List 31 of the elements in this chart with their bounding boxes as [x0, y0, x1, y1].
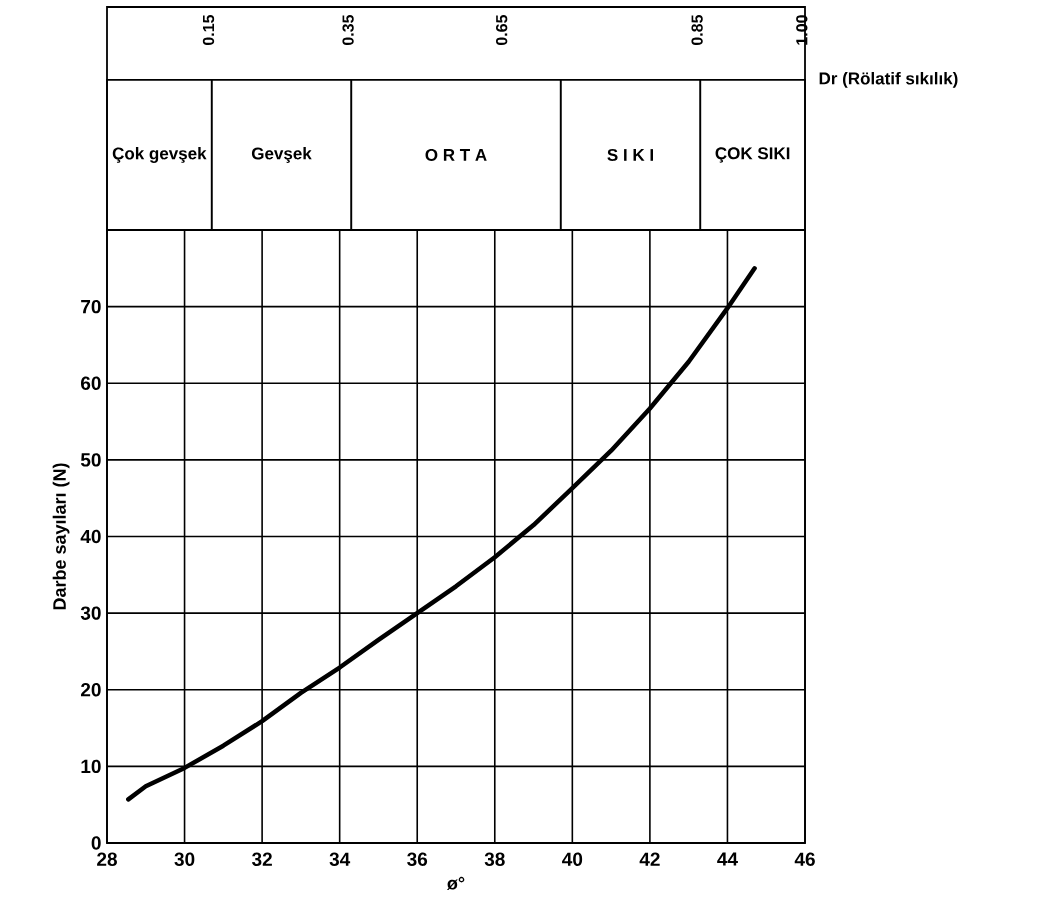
x-tick-label: 30: [174, 852, 195, 867]
text: Dr (Rölatif sıkılık): [819, 72, 958, 88]
y-tick-label: 0: [91, 836, 101, 850]
category-label: O R T A: [425, 148, 487, 161]
x-tick-label: 38: [484, 852, 505, 867]
y-tick-label: 50: [80, 453, 101, 467]
data-label: 0.35: [342, 14, 354, 46]
x-axis-title: ø°: [446, 876, 465, 890]
data-label: 0.85: [691, 14, 703, 46]
x-tick-label: 42: [639, 852, 660, 866]
category-label: S I K I: [607, 148, 653, 161]
category-label: Gevşek: [251, 147, 312, 163]
data-label: 0.15: [202, 14, 215, 46]
category-label: Çok gevşek: [112, 147, 207, 163]
y-axis-title: Darbe sayıları (N): [52, 463, 70, 610]
y-tick-label: 70: [81, 299, 101, 314]
y-tick-label: 40: [80, 529, 101, 544]
data-label: 0.65: [496, 14, 508, 46]
x-tick-label: 32: [251, 852, 272, 867]
y-tick-label: 10: [81, 759, 101, 774]
y-tick-label: 30: [80, 606, 101, 620]
x-tick-label: 34: [329, 852, 351, 867]
y-tick-label: 20: [80, 683, 101, 697]
x-tick-label: 36: [407, 852, 428, 867]
category-label: ÇOK SIKI: [715, 147, 790, 163]
x-tick-label: 46: [794, 852, 815, 866]
x-tick-label: 44: [717, 852, 738, 866]
data-label: 1.00: [796, 15, 808, 45]
y-tick-label: 60: [81, 376, 101, 390]
x-tick-label: 28: [97, 852, 117, 866]
x-tick-label: 40: [562, 852, 583, 866]
